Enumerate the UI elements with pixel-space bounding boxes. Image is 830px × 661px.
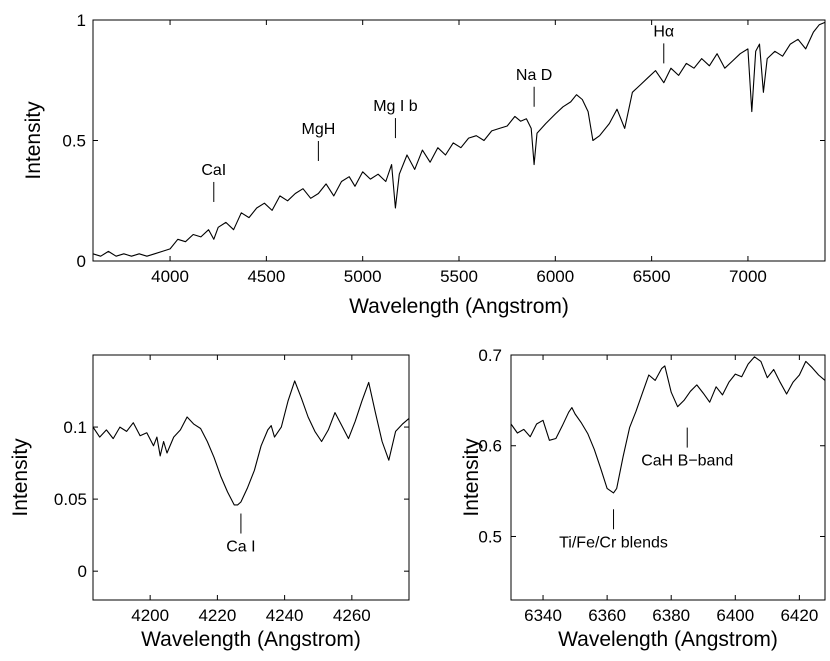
y-tick-label: 0.05 <box>54 490 87 509</box>
x-tick-label: 4260 <box>333 606 371 625</box>
y-axis-title: Intensity <box>9 438 32 517</box>
spectrum-line <box>92 380 410 506</box>
annotation-label: MgH <box>301 121 335 138</box>
x-axis-title: Wavelength (Angstrom) <box>558 628 778 651</box>
y-axis-title: Intensity <box>22 101 45 180</box>
x-tick-label: 6380 <box>652 606 690 625</box>
x-tick-label: 4000 <box>151 267 189 286</box>
x-tick-label: 4500 <box>247 267 285 286</box>
x-tick-label: 7000 <box>729 267 767 286</box>
x-tick-label: 5000 <box>344 267 382 286</box>
y-tick-label: 1 <box>77 11 86 30</box>
annotation-label: CaI <box>201 162 226 179</box>
top-spectrum-panel: 4000 4500 5000 5500 6000 6500 7000 0 0.5 1 Wavelen… <box>22 11 826 318</box>
annotation-label: CaH B−band <box>641 453 733 470</box>
x-tick-label: 6000 <box>536 267 574 286</box>
spectrum-line <box>510 356 826 494</box>
y-tick-label: 0 <box>78 562 87 581</box>
spectrum-line <box>92 21 826 257</box>
axes-box <box>92 354 410 601</box>
axes-box <box>510 354 826 601</box>
y-tick-label: 0.7 <box>478 346 502 365</box>
annotation-label: Ti/Fe/Cr blends <box>559 534 668 551</box>
x-tick-label: 6340 <box>524 606 562 625</box>
x-tick-label: 4200 <box>131 606 169 625</box>
x-axis-title: Wavelength (Angstrom) <box>141 628 361 651</box>
y-tick-label: 0.6 <box>478 437 502 456</box>
x-tick-label: 6500 <box>633 267 671 286</box>
annotation-label: Mg I b <box>373 98 418 115</box>
y-tick-label: 0.1 <box>63 418 87 437</box>
annotation-label: Ca I <box>226 539 255 556</box>
calcium-zoom-panel: 4200 4220 4240 4260 0 0.05 0.1 Wavelength (Angs… <box>9 354 410 651</box>
y-axis-title: Intensity <box>460 438 483 517</box>
x-tick-label: 6420 <box>780 606 818 625</box>
y-tick-label: 0.5 <box>478 527 502 546</box>
x-tick-label: 4220 <box>198 606 236 625</box>
cah-band-zoom-panel: 6340 6360 6380 6400 6420 0.5 0.6 0.7 Wavelength … <box>460 346 826 651</box>
y-tick-label: 0.5 <box>62 132 86 151</box>
x-axis-title: Wavelength (Angstrom) <box>349 295 569 318</box>
x-tick-label: 6360 <box>588 606 626 625</box>
annotation-label: Na D <box>516 67 552 84</box>
annotation-label: Hα <box>653 23 674 40</box>
y-tick-label: 0 <box>77 252 86 271</box>
x-tick-label: 5500 <box>440 267 478 286</box>
x-tick-label: 4240 <box>266 606 304 625</box>
x-tick-label: 6400 <box>716 606 754 625</box>
